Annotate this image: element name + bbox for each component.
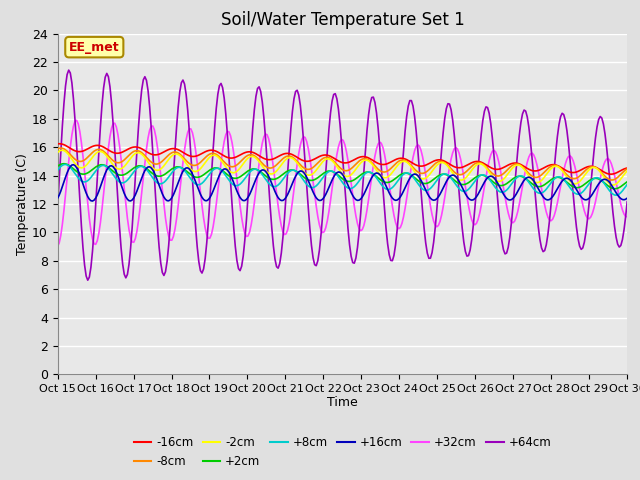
Legend: -16cm, -8cm, -2cm, +2cm, +8cm, +16cm, +32cm, +64cm: -16cm, -8cm, -2cm, +2cm, +8cm, +16cm, +3… [129,432,556,473]
Title: Soil/Water Temperature Set 1: Soil/Water Temperature Set 1 [221,11,464,29]
X-axis label: Time: Time [327,396,358,408]
Text: EE_met: EE_met [69,41,120,54]
Y-axis label: Temperature (C): Temperature (C) [16,153,29,255]
